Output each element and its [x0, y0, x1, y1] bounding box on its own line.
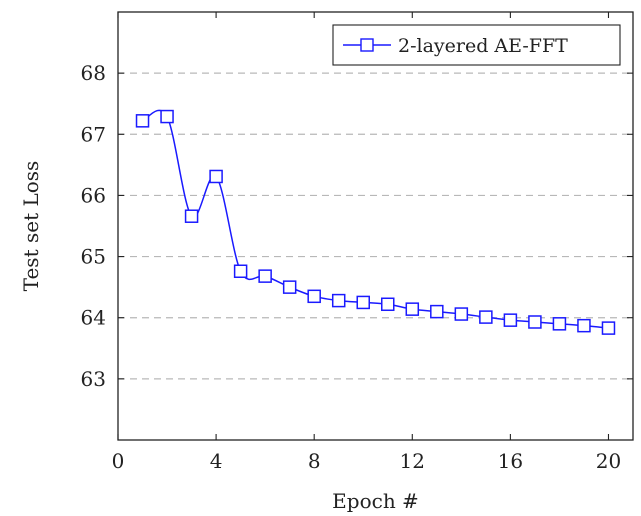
y-tick-label: 66 — [81, 183, 106, 207]
data-point-marker — [577, 318, 591, 333]
axis-ticks — [117, 12, 633, 440]
data-point-marker — [503, 313, 518, 327]
y-tick-label: 67 — [81, 122, 106, 146]
data-point-marker — [209, 169, 223, 184]
x-tick-labels: 0 4 8 12 16 20 — [112, 449, 622, 473]
data-point-marker — [601, 321, 616, 335]
gridlines — [118, 72, 633, 380]
y-tick-labels: 63 64 65 66 67 68 — [81, 61, 106, 391]
y-tick-label: 64 — [81, 306, 106, 330]
data-point-marker — [381, 297, 395, 312]
series-line — [142, 109, 609, 329]
data-point-marker — [331, 293, 346, 308]
data-point-marker — [258, 269, 272, 283]
x-tick-label: 16 — [498, 449, 523, 473]
data-point-marker — [135, 114, 150, 128]
legend: 2-layered AE-FFT — [332, 24, 621, 66]
x-tick-label: 0 — [112, 449, 125, 473]
y-tick-label: 63 — [81, 367, 106, 391]
legend-marker-swatch — [360, 38, 374, 52]
legend-label: 2-layered AE-FFT — [398, 35, 568, 57]
data-point-marker — [454, 307, 469, 321]
data-point-marker — [405, 302, 420, 316]
data-point-marker — [160, 109, 174, 124]
data-point-marker — [307, 289, 321, 304]
data-point-marker — [282, 280, 297, 294]
data-point-marker — [356, 295, 370, 310]
data-point-marker — [184, 209, 199, 223]
data-point-marker — [552, 317, 567, 331]
x-tick-label: 12 — [400, 449, 425, 473]
x-axis-title: Epoch # — [332, 489, 419, 513]
x-tick-label: 8 — [308, 449, 321, 473]
data-point-marker — [430, 304, 444, 319]
data-point-marker — [479, 310, 493, 324]
x-tick-label: 4 — [210, 449, 223, 473]
x-tick-label: 20 — [596, 449, 621, 473]
data-point-marker — [528, 315, 542, 329]
plot-frame — [117, 11, 634, 441]
y-tick-label: 68 — [81, 61, 106, 85]
y-tick-label: 65 — [81, 245, 106, 269]
series-group — [135, 109, 616, 335]
data-point-marker — [233, 264, 248, 278]
y-axis-title: Test set Loss — [19, 161, 43, 292]
